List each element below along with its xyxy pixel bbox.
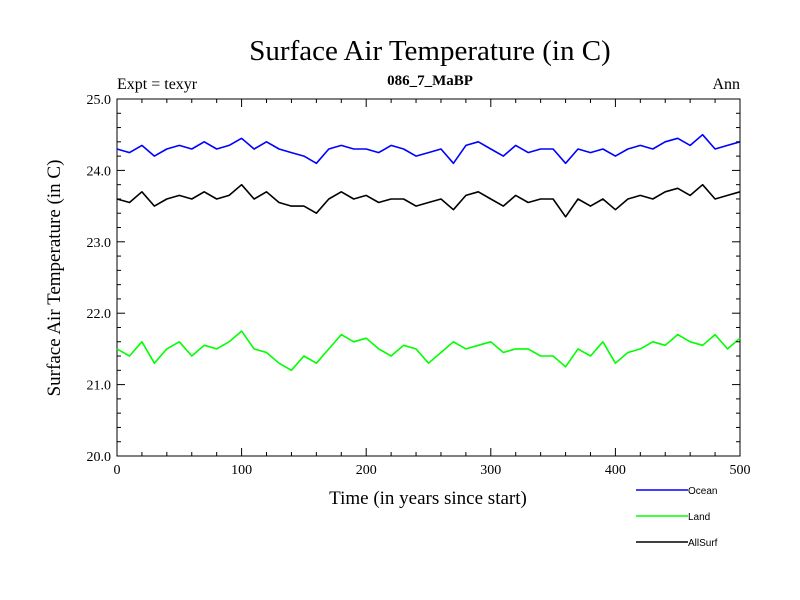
plot-frame <box>116 98 741 457</box>
x-tick-label: 200 <box>356 463 377 478</box>
y-tick-label: 22.0 <box>87 307 112 322</box>
series-layer <box>116 133 741 372</box>
axis-layer: 0 100 200 300 400 500 20.0 21.0 22.0 23.0 24.0 25.0 <box>87 93 751 478</box>
x-tick-label: 300 <box>480 463 501 478</box>
y-tick-label: 20.0 <box>87 450 112 465</box>
series-line-land <box>116 330 741 372</box>
x-tick-label: 400 <box>605 463 626 478</box>
y-tick-label: 24.0 <box>87 164 112 179</box>
x-tick-label: 0 <box>114 463 121 478</box>
legend-label-ocean: Ocean <box>688 486 717 497</box>
experiment-label: Expt = texyr <box>117 76 198 93</box>
y-tick-label: 25.0 <box>87 93 112 108</box>
y-axis-label: Surface Air Temperature (in C) <box>44 160 65 397</box>
x-axis-label: Time (in years since start) <box>329 488 527 509</box>
period-label: Ann <box>712 76 740 93</box>
legend-label-land: Land <box>688 512 710 523</box>
legend: Ocean Land AllSurf <box>636 486 718 549</box>
series-line-allsurf <box>116 183 741 218</box>
x-tick-label: 500 <box>730 463 751 478</box>
chart-subtitle: 086_7_MaBP <box>387 73 473 89</box>
legend-label-allsurf: AllSurf <box>688 538 718 549</box>
chart-title: Surface Air Temperature (in C) <box>249 35 610 67</box>
y-tick-label: 23.0 <box>87 236 112 251</box>
y-tick-label: 21.0 <box>87 379 112 394</box>
x-tick-label: 100 <box>231 463 252 478</box>
series-line-ocean <box>116 133 741 165</box>
